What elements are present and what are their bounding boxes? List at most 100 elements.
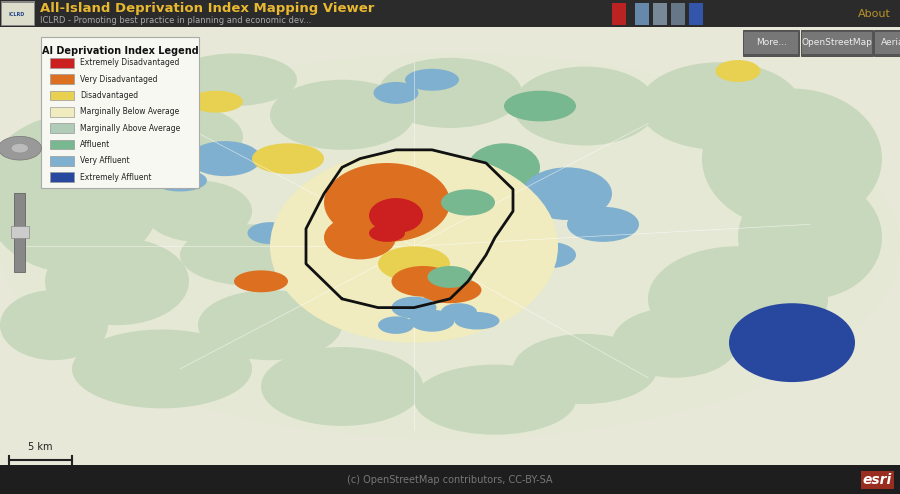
Bar: [2, 3, 34, 25]
Ellipse shape: [378, 247, 450, 281]
Ellipse shape: [252, 143, 324, 174]
Ellipse shape: [0, 115, 162, 273]
Ellipse shape: [270, 80, 414, 150]
Bar: [50, 107, 74, 117]
Ellipse shape: [333, 198, 423, 242]
Bar: [0, 0, 900, 27]
Ellipse shape: [369, 224, 405, 242]
Ellipse shape: [171, 53, 297, 106]
Ellipse shape: [522, 242, 576, 268]
Ellipse shape: [410, 310, 454, 331]
Ellipse shape: [441, 303, 477, 321]
Bar: [50, 172, 74, 182]
Text: Aerial: Aerial: [880, 39, 900, 47]
Text: Affluent: Affluent: [80, 140, 111, 149]
Ellipse shape: [153, 169, 207, 192]
Text: Disadvantaged: Disadvantaged: [80, 91, 139, 100]
Ellipse shape: [648, 247, 828, 351]
Bar: [11, 226, 29, 238]
Ellipse shape: [729, 303, 855, 382]
Bar: [0, 27, 900, 465]
Ellipse shape: [392, 266, 454, 297]
Ellipse shape: [45, 238, 189, 325]
Bar: [652, 3, 667, 25]
Ellipse shape: [378, 316, 414, 334]
Bar: [50, 58, 74, 68]
Ellipse shape: [0, 53, 900, 439]
Ellipse shape: [324, 215, 396, 259]
Bar: [50, 156, 74, 166]
Text: Very Affluent: Very Affluent: [80, 157, 130, 165]
Bar: [634, 3, 649, 25]
Bar: [50, 140, 74, 149]
Bar: [50, 74, 74, 84]
Text: 5 km: 5 km: [28, 442, 53, 452]
Bar: [744, 32, 798, 54]
Ellipse shape: [189, 91, 243, 113]
Bar: [50, 124, 74, 133]
Ellipse shape: [374, 82, 419, 104]
Bar: [41, 37, 199, 188]
Ellipse shape: [261, 347, 423, 426]
Text: Marginally Above Average: Marginally Above Average: [80, 124, 180, 133]
Ellipse shape: [144, 180, 252, 242]
Text: Extremely Affluent: Extremely Affluent: [80, 173, 151, 182]
Bar: [14, 193, 25, 272]
Circle shape: [11, 143, 29, 153]
Ellipse shape: [441, 189, 495, 215]
Text: esri: esri: [862, 473, 892, 487]
Text: More...: More...: [756, 39, 787, 47]
Bar: [0, 465, 900, 494]
Text: (c) OpenStreetMap contributors, CC-BY-SA: (c) OpenStreetMap contributors, CC-BY-SA: [347, 475, 553, 485]
Ellipse shape: [567, 207, 639, 242]
Text: About: About: [858, 8, 891, 19]
Ellipse shape: [72, 329, 252, 409]
Ellipse shape: [504, 91, 576, 122]
Ellipse shape: [702, 88, 882, 229]
Ellipse shape: [248, 222, 292, 244]
Ellipse shape: [522, 167, 612, 220]
Bar: [875, 32, 900, 54]
Ellipse shape: [324, 163, 450, 242]
Text: ICLRD - Promoting best practice in planning and economic dev...: ICLRD - Promoting best practice in plann…: [40, 16, 311, 25]
Bar: [1, 1, 35, 26]
Bar: [612, 3, 626, 25]
Ellipse shape: [513, 334, 657, 404]
Ellipse shape: [418, 277, 482, 303]
Ellipse shape: [405, 69, 459, 91]
Bar: [670, 3, 685, 25]
Ellipse shape: [392, 297, 436, 319]
Ellipse shape: [0, 290, 108, 360]
Circle shape: [0, 136, 41, 160]
Ellipse shape: [738, 176, 882, 299]
Ellipse shape: [198, 290, 342, 360]
Text: OpenStreetMap: OpenStreetMap: [802, 39, 872, 47]
Ellipse shape: [234, 270, 288, 292]
Text: Very Disadvantaged: Very Disadvantaged: [80, 75, 158, 83]
Ellipse shape: [454, 312, 500, 329]
Ellipse shape: [414, 365, 576, 435]
Text: Extremely Disadvantaged: Extremely Disadvantaged: [80, 58, 179, 67]
Ellipse shape: [468, 143, 540, 192]
Bar: [874, 30, 900, 56]
Text: All-Island Deprivation Index Mapping Viewer: All-Island Deprivation Index Mapping Vie…: [40, 2, 374, 15]
Bar: [688, 3, 703, 25]
Ellipse shape: [270, 150, 558, 343]
Text: Marginally Below Average: Marginally Below Average: [80, 107, 179, 116]
Bar: [743, 30, 799, 56]
Ellipse shape: [180, 224, 324, 286]
Ellipse shape: [639, 62, 801, 150]
Ellipse shape: [513, 67, 657, 145]
Ellipse shape: [716, 60, 760, 82]
Ellipse shape: [428, 266, 473, 288]
Ellipse shape: [189, 141, 261, 176]
Bar: [801, 30, 873, 56]
Bar: [802, 32, 872, 54]
Bar: [50, 90, 74, 100]
Ellipse shape: [612, 308, 738, 378]
Ellipse shape: [378, 58, 522, 128]
Text: AI Deprivation Index Legend: AI Deprivation Index Legend: [41, 46, 199, 56]
Ellipse shape: [81, 102, 243, 172]
Ellipse shape: [306, 180, 378, 207]
Ellipse shape: [369, 198, 423, 233]
